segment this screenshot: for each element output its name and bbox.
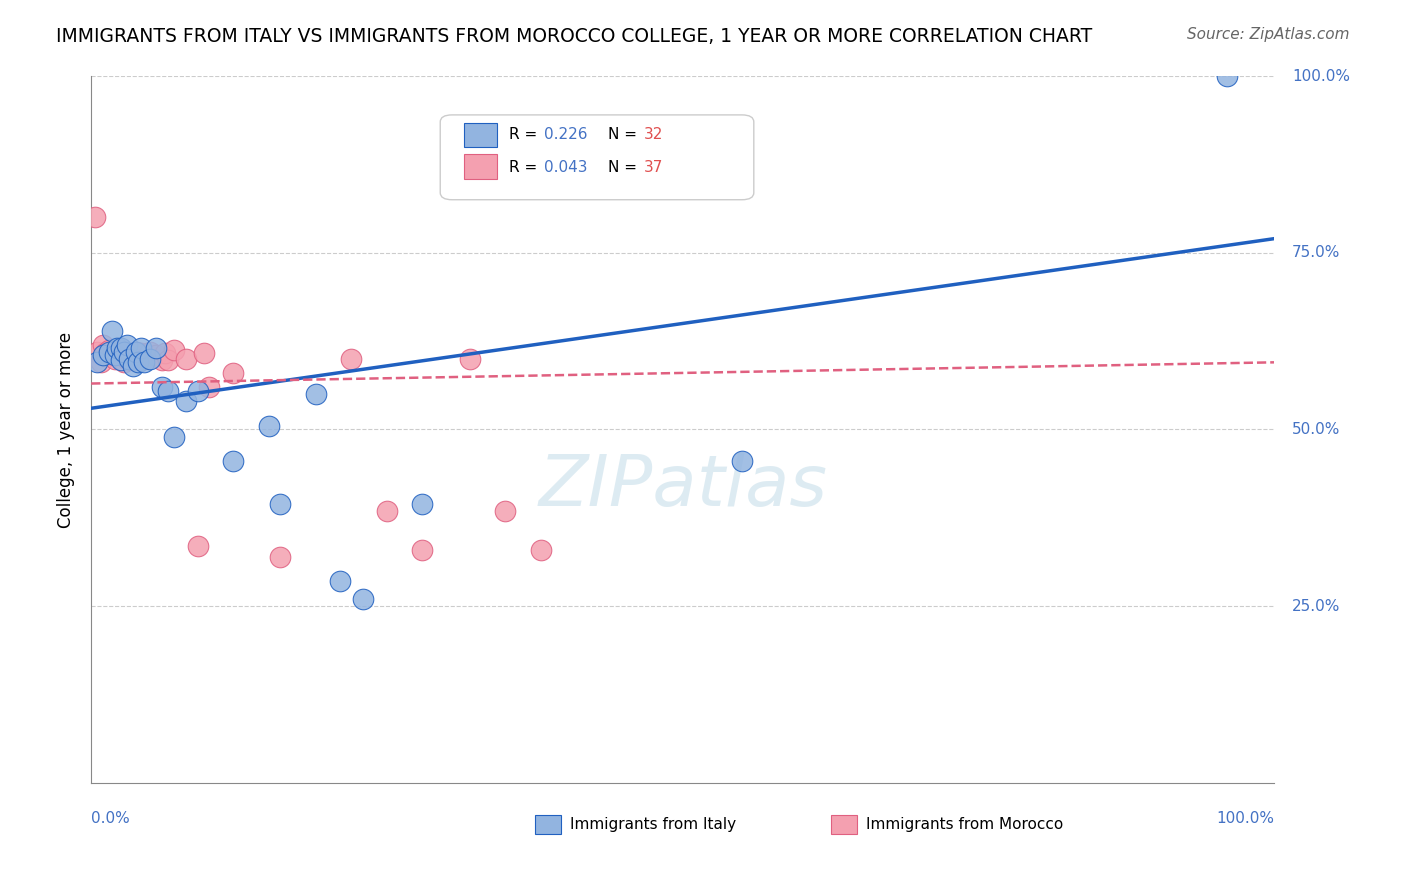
Text: ZIPatlas: ZIPatlas xyxy=(538,451,827,521)
Point xyxy=(121,359,143,373)
Point xyxy=(163,429,186,443)
Point xyxy=(104,348,127,362)
Point xyxy=(269,497,291,511)
Point xyxy=(150,353,173,368)
Point xyxy=(86,355,108,369)
Point xyxy=(86,344,108,359)
Point xyxy=(340,351,363,366)
Point xyxy=(375,504,398,518)
Text: 0.0%: 0.0% xyxy=(91,811,129,826)
Point xyxy=(174,394,197,409)
Point xyxy=(125,344,148,359)
Point xyxy=(112,344,135,359)
Point xyxy=(105,346,128,360)
Point xyxy=(121,353,143,368)
Point xyxy=(115,351,138,366)
Point xyxy=(118,351,141,366)
Point xyxy=(105,341,128,355)
Point xyxy=(115,337,138,351)
FancyBboxPatch shape xyxy=(534,815,561,834)
Point xyxy=(90,355,112,369)
FancyBboxPatch shape xyxy=(464,154,498,178)
Point xyxy=(127,355,149,369)
Text: N =: N = xyxy=(609,160,643,175)
Point xyxy=(187,539,209,553)
Text: R =: R = xyxy=(509,128,541,142)
Text: 0.043: 0.043 xyxy=(544,160,588,175)
Point xyxy=(174,351,197,366)
Point xyxy=(257,419,280,434)
Point xyxy=(145,341,167,355)
Point xyxy=(104,351,127,366)
Point xyxy=(145,348,167,362)
FancyBboxPatch shape xyxy=(440,115,754,200)
Point xyxy=(127,353,149,368)
Y-axis label: College, 1 year or more: College, 1 year or more xyxy=(58,332,75,527)
Point xyxy=(129,341,152,355)
Point xyxy=(458,351,481,366)
Point xyxy=(110,341,132,355)
Point xyxy=(125,344,148,359)
Point xyxy=(110,343,132,358)
Point xyxy=(411,497,433,511)
Point xyxy=(94,346,117,360)
Point xyxy=(101,348,124,362)
Point xyxy=(118,346,141,360)
Point xyxy=(129,346,152,360)
Point xyxy=(222,366,245,380)
Point xyxy=(530,542,553,557)
Text: 100.0%: 100.0% xyxy=(1292,69,1350,84)
Point xyxy=(91,348,114,362)
Point xyxy=(91,337,114,351)
Point xyxy=(157,353,180,368)
Point xyxy=(731,454,754,468)
Point xyxy=(187,384,209,398)
Text: IMMIGRANTS FROM ITALY VS IMMIGRANTS FROM MOROCCO COLLEGE, 1 YEAR OR MORE CORRELA: IMMIGRANTS FROM ITALY VS IMMIGRANTS FROM… xyxy=(56,27,1092,45)
Point xyxy=(110,353,132,368)
Point xyxy=(97,344,120,359)
Point xyxy=(136,348,159,362)
Point xyxy=(139,344,162,359)
Text: 32: 32 xyxy=(644,128,664,142)
Point xyxy=(97,343,120,358)
Point xyxy=(83,211,105,225)
Point xyxy=(494,504,516,518)
Point xyxy=(134,351,156,366)
Text: N =: N = xyxy=(609,128,643,142)
Text: 50.0%: 50.0% xyxy=(1292,422,1340,437)
Point xyxy=(157,384,180,398)
Point xyxy=(112,355,135,369)
Point xyxy=(305,387,328,401)
Point xyxy=(134,355,156,369)
Point xyxy=(193,346,215,360)
Text: 0.226: 0.226 xyxy=(544,128,588,142)
Text: 25.0%: 25.0% xyxy=(1292,599,1340,614)
Text: R =: R = xyxy=(509,160,541,175)
Point xyxy=(329,574,352,589)
Point xyxy=(1216,69,1239,83)
Point xyxy=(352,592,374,607)
Text: Immigrants from Morocco: Immigrants from Morocco xyxy=(866,817,1063,832)
Point xyxy=(198,380,221,394)
Point xyxy=(101,324,124,338)
Text: 37: 37 xyxy=(644,160,664,175)
FancyBboxPatch shape xyxy=(831,815,856,834)
Point xyxy=(153,346,176,360)
Point xyxy=(150,380,173,394)
Point xyxy=(222,454,245,468)
Text: 100.0%: 100.0% xyxy=(1216,811,1274,826)
Text: Source: ZipAtlas.com: Source: ZipAtlas.com xyxy=(1187,27,1350,42)
Point xyxy=(139,351,162,366)
FancyBboxPatch shape xyxy=(464,123,498,146)
Text: Immigrants from Italy: Immigrants from Italy xyxy=(571,817,737,832)
Point xyxy=(163,343,186,358)
Text: 75.0%: 75.0% xyxy=(1292,245,1340,260)
Point xyxy=(269,549,291,564)
Point xyxy=(411,542,433,557)
